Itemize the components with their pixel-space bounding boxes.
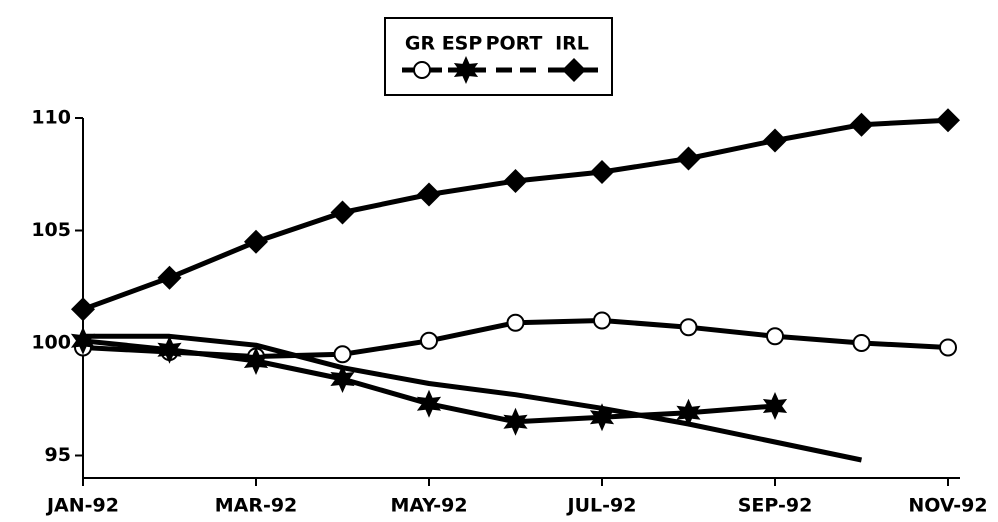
- marker-diamond: [417, 182, 441, 207]
- marker-star: [70, 326, 96, 355]
- marker-star: [416, 389, 442, 418]
- marker-diamond: [503, 169, 528, 193]
- legend-box: [384, 17, 613, 96]
- y-tick-label: 110: [31, 107, 71, 129]
- marker-circle: [420, 331, 438, 350]
- x-tick-label: JAN-92: [45, 495, 119, 517]
- marker-circle: [679, 318, 698, 337]
- series-line: [82, 117, 949, 312]
- legend-label: GR: [405, 33, 436, 55]
- marker-diamond: [849, 112, 874, 137]
- marker-star: [589, 403, 615, 432]
- x-tick-label: JUL-92: [566, 495, 637, 517]
- marker-diamond: [157, 265, 182, 290]
- y-tick-label: 100: [31, 332, 71, 354]
- marker-diamond: [71, 297, 95, 322]
- x-tick-label: NOV-92: [908, 495, 987, 517]
- marker-diamond: [676, 146, 701, 171]
- marker-star: [762, 392, 788, 420]
- marker-star: [157, 335, 182, 364]
- marker-circle: [852, 334, 871, 352]
- marker-star: [676, 398, 701, 427]
- x-tick-label: SEP-92: [738, 495, 813, 517]
- marker-diamond: [244, 229, 268, 254]
- legend-label: PORT: [486, 33, 543, 55]
- marker-diamond: [562, 58, 586, 82]
- y-tick-label: 95: [45, 444, 71, 466]
- y-tick-label: 105: [31, 219, 71, 241]
- marker-star: [453, 56, 479, 84]
- marker-star: [330, 365, 355, 393]
- x-tick-label: MAR-92: [215, 495, 298, 517]
- marker-circle: [593, 311, 611, 330]
- marker-circle: [766, 327, 784, 346]
- marker-circle: [506, 313, 525, 332]
- marker-star: [243, 347, 269, 375]
- marker-diamond: [590, 160, 614, 184]
- legend-label: ESP: [442, 33, 483, 55]
- marker-circle: [413, 61, 431, 79]
- marker-circle: [939, 338, 957, 357]
- marker-diamond: [330, 200, 355, 225]
- marker-star: [503, 407, 528, 436]
- series-line: [83, 333, 863, 463]
- marker-circle: [333, 345, 352, 364]
- legend-label: IRL: [555, 33, 589, 55]
- marker-diamond: [763, 128, 787, 153]
- marker-diamond: [936, 108, 960, 133]
- x-tick-label: MAY-92: [390, 495, 467, 517]
